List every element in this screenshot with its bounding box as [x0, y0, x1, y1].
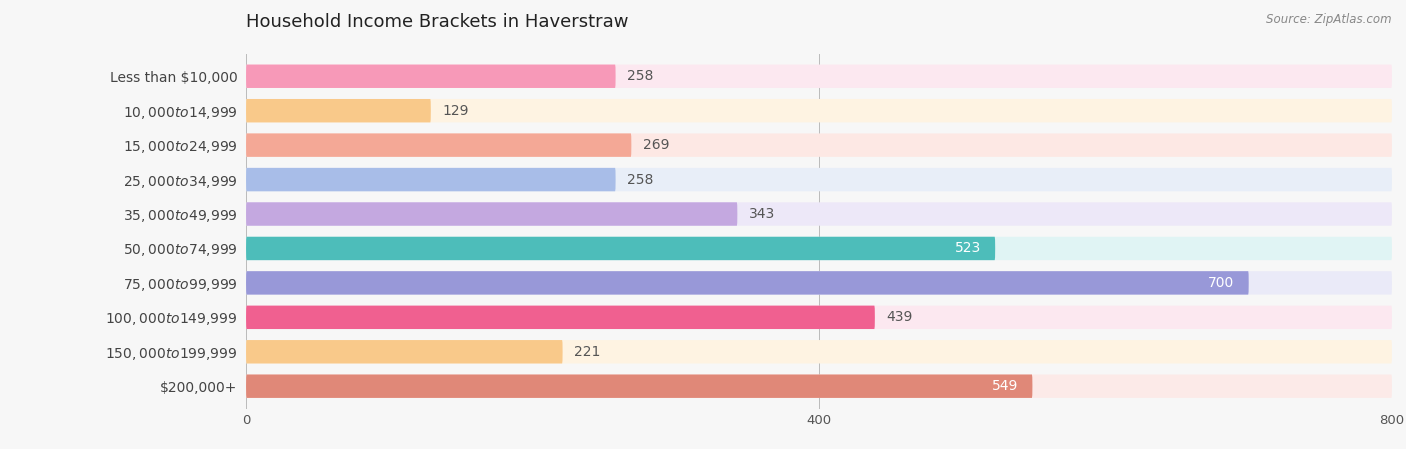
FancyBboxPatch shape [246, 237, 1392, 260]
FancyBboxPatch shape [246, 65, 1392, 88]
Text: 523: 523 [955, 242, 981, 255]
FancyBboxPatch shape [246, 65, 616, 88]
FancyBboxPatch shape [246, 168, 1392, 191]
FancyBboxPatch shape [246, 168, 616, 191]
FancyBboxPatch shape [246, 340, 562, 364]
FancyBboxPatch shape [246, 99, 1392, 123]
Text: 269: 269 [643, 138, 669, 152]
FancyBboxPatch shape [246, 374, 1392, 398]
FancyBboxPatch shape [246, 133, 631, 157]
FancyBboxPatch shape [246, 306, 1392, 329]
FancyBboxPatch shape [246, 237, 995, 260]
Text: Household Income Brackets in Haverstraw: Household Income Brackets in Haverstraw [246, 13, 628, 31]
Text: 439: 439 [886, 310, 912, 324]
Text: 129: 129 [443, 104, 468, 118]
FancyBboxPatch shape [246, 340, 1392, 364]
Text: Source: ZipAtlas.com: Source: ZipAtlas.com [1267, 13, 1392, 26]
FancyBboxPatch shape [246, 99, 430, 123]
Text: 258: 258 [627, 172, 654, 187]
FancyBboxPatch shape [246, 271, 1249, 295]
FancyBboxPatch shape [246, 133, 1392, 157]
FancyBboxPatch shape [246, 271, 1392, 295]
Text: 700: 700 [1208, 276, 1234, 290]
FancyBboxPatch shape [246, 202, 737, 226]
FancyBboxPatch shape [246, 374, 1032, 398]
FancyBboxPatch shape [246, 306, 875, 329]
FancyBboxPatch shape [246, 202, 1392, 226]
Text: 258: 258 [627, 69, 654, 83]
Text: 549: 549 [991, 379, 1018, 393]
Text: 221: 221 [574, 345, 600, 359]
Text: 343: 343 [749, 207, 775, 221]
